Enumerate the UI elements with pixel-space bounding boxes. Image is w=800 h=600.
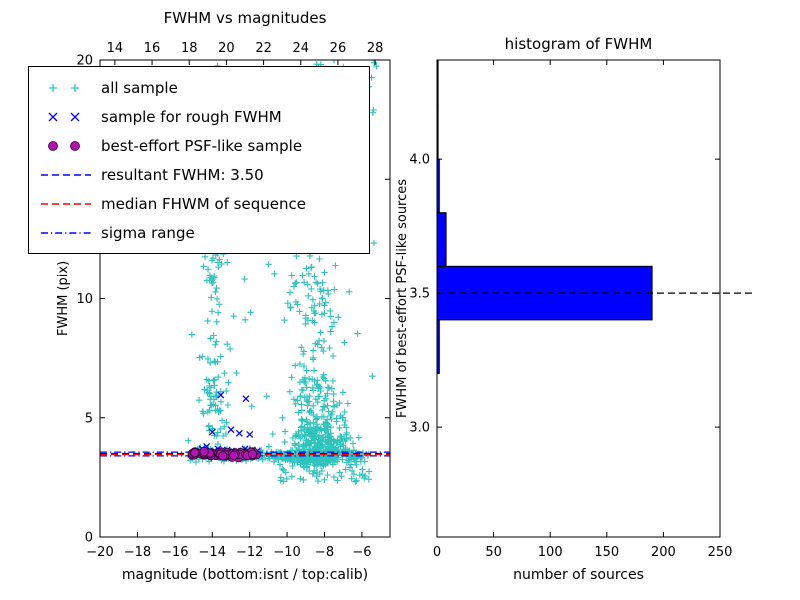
tick-label: 0 <box>433 545 441 560</box>
x-marker-icon <box>48 112 80 121</box>
legend-item-label: best-effort PSF-like sample <box>101 136 303 155</box>
histogram-axes-frame <box>436 59 721 538</box>
tick-label: −16 <box>161 545 188 560</box>
legend-item: median FHWM of sequence <box>37 189 361 218</box>
tick-label: 18 <box>181 41 198 56</box>
tick-label: −6 <box>352 545 371 560</box>
dashed-line-icon <box>41 173 91 176</box>
tick-label: −20 <box>86 545 113 560</box>
tick-label: 20 <box>76 54 93 69</box>
tick-label: 26 <box>330 41 347 56</box>
tick-label: 28 <box>367 41 384 56</box>
histogram-title: histogram of FWHM <box>504 35 653 53</box>
legend-item-label: all sample <box>101 78 178 97</box>
tick-label: 4.0 <box>409 153 430 168</box>
tick-label: 3.5 <box>409 287 430 302</box>
tick-label: 22 <box>255 41 272 56</box>
scatter-xlabel: magnitude (bottom:isnt / top:calib) <box>121 567 369 583</box>
axes: −20 −18 −16 −14 −12 −10 −8 −6 14 16 18 20 22 24 26 28 0 5… <box>76 41 732 560</box>
tick-label: 10 <box>76 292 93 307</box>
legend-item: all sample <box>37 73 361 102</box>
tick-label: 14 <box>107 41 124 56</box>
tick-label: 3.0 <box>409 421 430 436</box>
histogram-xlabel: number of sources <box>513 567 644 583</box>
tick-label: 0 <box>85 531 93 546</box>
legend-item-label: sample for rough FWHM <box>101 107 282 126</box>
tick-label: −14 <box>199 545 226 560</box>
scatter-plot-area <box>100 60 390 485</box>
plus-marker-icon <box>49 83 79 92</box>
legend-item-label: median FHWM of sequence <box>101 194 306 213</box>
dashed-line-icon <box>41 202 91 205</box>
circle-marker-icon <box>48 140 80 151</box>
tick-label: 5 <box>85 411 93 426</box>
tick-label: 20 <box>218 41 235 56</box>
histogram-ylabel: FWHM of best-effort PSF-like sources <box>395 178 410 419</box>
legend-item: best-effort PSF-like sample <box>37 131 361 160</box>
legend-item: sample for rough FWHM <box>37 102 361 131</box>
tick-label: 24 <box>292 41 309 56</box>
legend-item-label: resultant FWHM: 3.50 <box>101 165 264 184</box>
legend-item: resultant FWHM: 3.50 <box>37 160 361 189</box>
legend-item-label: sigma range <box>101 223 195 242</box>
tick-label: −10 <box>273 545 300 560</box>
legend: all sample sample for rough FWHM best-effo… <box>28 66 370 254</box>
tick-label: 50 <box>485 545 502 560</box>
tick-label: 100 <box>538 545 563 560</box>
tick-label: −8 <box>315 545 334 560</box>
psf-sample-points <box>187 446 261 463</box>
legend-item: sigma range <box>37 218 361 247</box>
tick-label: −18 <box>124 545 151 560</box>
dashdot-line-icon <box>41 231 91 234</box>
histogram-bar <box>437 212 447 267</box>
histogram-area <box>437 60 653 374</box>
histogram-bar <box>437 60 439 107</box>
scatter-title: FWHM vs magnitudes <box>163 9 327 27</box>
tick-label: 16 <box>144 41 161 56</box>
tick-label: 200 <box>651 545 676 560</box>
rough-fwhm-points <box>198 391 261 455</box>
tick-label: 150 <box>594 545 619 560</box>
tick-label: −12 <box>236 545 263 560</box>
tick-label: 250 <box>708 545 733 560</box>
